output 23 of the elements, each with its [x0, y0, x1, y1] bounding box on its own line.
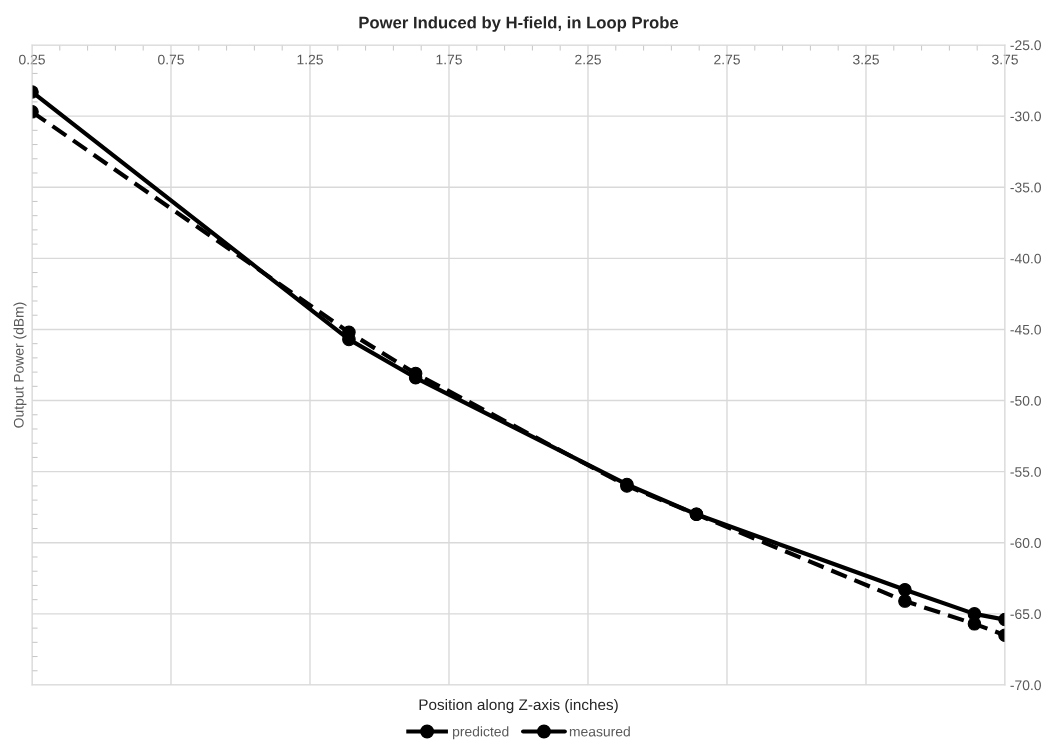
y-tick-label: -50.0	[1010, 395, 1041, 406]
x-tick-label: 1.75	[436, 54, 462, 65]
y-axis-title: Output Power (dBm)	[13, 302, 27, 428]
x-tick-label: 2.75	[714, 54, 740, 65]
x-tick-label: 2.25	[575, 54, 601, 65]
x-axis-title: Position along Z-axis (inches)	[419, 698, 618, 714]
y-tick-label: -45.0	[1010, 324, 1041, 335]
y-tick-label: -30.0	[1010, 111, 1041, 122]
x-tick-label: 1.25	[297, 54, 323, 65]
y-tick-label: -35.0	[1010, 182, 1041, 193]
y-tick-label: -65.0	[1010, 609, 1041, 620]
x-tick-label: 3.25	[853, 54, 879, 65]
x-tick-label: 0.25	[19, 54, 45, 65]
y-tick-label: -25.0	[1010, 40, 1041, 51]
chart-title: Power Induced by H-field, in Loop Probe	[359, 16, 679, 32]
y-tick-label: -55.0	[1010, 467, 1041, 477]
x-tick-label: 3.75	[992, 54, 1018, 65]
legend-label: predicted	[453, 726, 509, 740]
y-tick-label: -70.0	[1010, 680, 1041, 691]
legend-label: measured	[569, 726, 630, 737]
x-tick-label: 0.75	[158, 54, 184, 65]
y-tick-label: -60.0	[1010, 538, 1041, 548]
y-tick-label: -40.0	[1010, 253, 1041, 264]
